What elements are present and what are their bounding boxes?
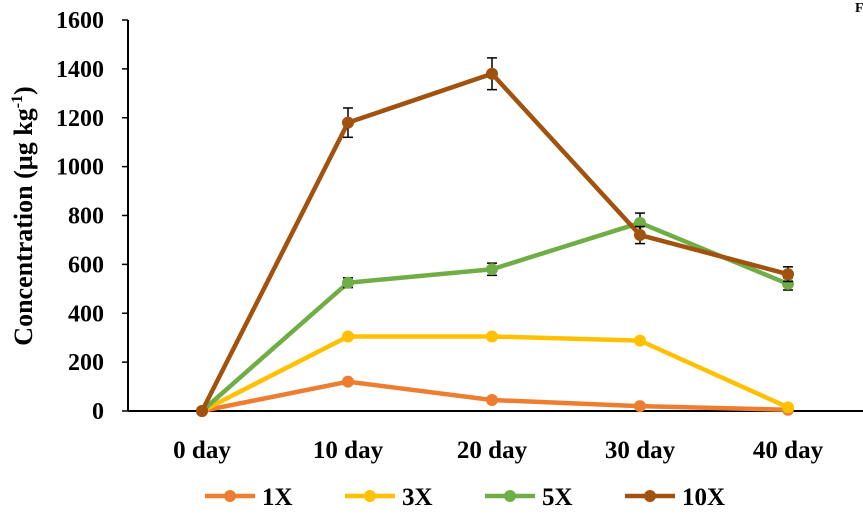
legend: 1X 3X 5X 10X bbox=[205, 484, 725, 511]
legend-swatch-marker-1x bbox=[224, 490, 236, 502]
y-axis-label-main: Concentration (µg kg bbox=[9, 108, 38, 345]
data-point-3x bbox=[342, 330, 354, 343]
legend-label-1x: 1X bbox=[262, 484, 293, 511]
data-point-10x bbox=[486, 67, 498, 80]
y-tick-label: 200 bbox=[68, 350, 104, 376]
data-point-10x bbox=[634, 229, 646, 242]
legend-swatch-marker-10x bbox=[644, 490, 656, 502]
x-tick-label: 20 day bbox=[457, 437, 528, 464]
legend-label-10x: 10X bbox=[682, 484, 725, 511]
y-tick-label: 1000 bbox=[56, 155, 104, 181]
corner-fragment-text: F bbox=[855, 1, 863, 16]
y-tick-label: 400 bbox=[68, 301, 104, 327]
x-tick-label: 10 day bbox=[313, 437, 384, 464]
x-tick-label: 30 day bbox=[605, 437, 676, 464]
series-group bbox=[196, 57, 794, 417]
data-point-10x bbox=[782, 268, 794, 281]
x-tick-label: 0 day bbox=[173, 437, 231, 464]
legend-swatch-marker-5x bbox=[504, 490, 516, 502]
x-axis-ticks: 0 day 10 day 20 day 30 day 40 day bbox=[173, 437, 823, 464]
data-point-10x bbox=[196, 405, 208, 417]
y-axis-label: Concentration (µg kg-1) bbox=[9, 86, 38, 345]
data-point-5x bbox=[342, 276, 354, 289]
data-point-3x bbox=[634, 334, 646, 347]
y-axis-label-close: ) bbox=[9, 86, 38, 95]
x-tick-label: 40 day bbox=[753, 437, 824, 464]
data-point-1x bbox=[486, 394, 498, 407]
y-tick-label: 1600 bbox=[56, 8, 104, 34]
legend-swatch-marker-3x bbox=[364, 490, 376, 502]
legend-label-5x: 5X bbox=[542, 484, 573, 511]
y-tick-label: 1400 bbox=[56, 57, 104, 83]
y-tick-label: 1200 bbox=[56, 106, 104, 132]
data-point-3x bbox=[782, 401, 794, 414]
data-point-1x bbox=[634, 400, 646, 413]
series-line-10x bbox=[199, 71, 791, 414]
data-point-5x bbox=[486, 263, 498, 276]
y-axis-label-superscript: -1 bbox=[9, 95, 26, 108]
y-tick-label: 0 bbox=[92, 399, 104, 425]
data-point-3x bbox=[486, 330, 498, 343]
data-point-10x bbox=[342, 116, 354, 129]
legend-label-3x: 3X bbox=[402, 484, 433, 511]
y-axis-ticks: 0 200 400 600 800 1000 1200 1400 1600 bbox=[56, 8, 128, 425]
y-tick-label: 800 bbox=[68, 204, 104, 230]
y-tick-label: 600 bbox=[68, 252, 104, 278]
data-point-1x bbox=[342, 375, 354, 388]
